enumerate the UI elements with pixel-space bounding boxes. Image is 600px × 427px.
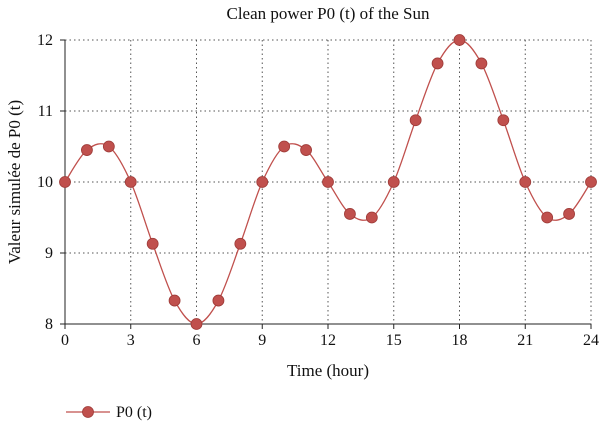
data-point: [81, 144, 93, 156]
x-tick-label: 18: [452, 332, 468, 349]
data-point: [541, 211, 554, 224]
x-tick-label: 12: [320, 332, 336, 349]
x-tick-label: 3: [127, 332, 135, 349]
data-point: [497, 114, 510, 127]
x-tick-label: 9: [258, 332, 266, 349]
x-tick-label: 15: [386, 332, 402, 349]
data-point: [102, 140, 115, 153]
data-point: [322, 176, 334, 188]
x-tick-label: 6: [193, 332, 201, 349]
y-tick-label: 9: [45, 245, 53, 262]
x-axis-label: Time (hour): [287, 361, 369, 380]
data-point: [256, 176, 269, 188]
data-point: [168, 294, 181, 307]
x-tick-label: 24: [583, 332, 599, 349]
data-point: [409, 114, 422, 127]
data-point: [278, 140, 291, 153]
x-axis-ticks: 0 3 6 9 12 15 18 21 24: [61, 324, 599, 349]
data-point: [431, 57, 444, 70]
data-point: [59, 176, 71, 188]
data-point: [475, 57, 488, 70]
y-axis-label: Valeur simulée de P0 (t): [5, 100, 24, 264]
data-point: [519, 176, 532, 188]
data-point: [190, 318, 203, 330]
y-tick-label: 8: [45, 316, 53, 333]
data-point: [300, 144, 312, 156]
data-point: [234, 237, 247, 250]
y-tick-label: 12: [37, 32, 53, 49]
legend-label: P0 (t): [116, 404, 152, 421]
legend: P0 (t): [66, 404, 152, 421]
data-point: [344, 208, 356, 220]
x-tick-label: 0: [61, 332, 69, 349]
data-point: [365, 211, 378, 224]
data-point: [212, 294, 225, 307]
data-point: [453, 34, 466, 46]
series-layer: [59, 34, 597, 330]
data-point: [146, 237, 159, 250]
data-point: [585, 176, 597, 188]
data-point: [563, 208, 575, 220]
legend-marker: [82, 406, 94, 418]
data-point: [387, 176, 400, 188]
y-tick-label: 10: [37, 174, 53, 191]
data-point: [124, 176, 137, 188]
y-tick-label: 11: [38, 103, 53, 120]
x-tick-label: 21: [517, 332, 533, 349]
chart-title: Clean power P0 (t) of the Sun: [226, 4, 430, 23]
y-axis-ticks: 8 9 10 11 12: [37, 32, 65, 333]
